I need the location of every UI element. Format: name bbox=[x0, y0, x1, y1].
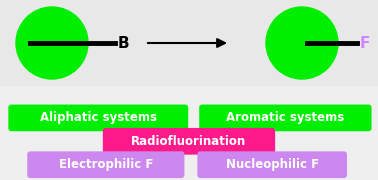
Text: Nucleophilic F: Nucleophilic F bbox=[226, 158, 319, 171]
Text: F: F bbox=[360, 35, 370, 51]
Circle shape bbox=[16, 7, 88, 79]
FancyBboxPatch shape bbox=[0, 0, 378, 86]
FancyBboxPatch shape bbox=[8, 105, 188, 131]
Text: B: B bbox=[118, 35, 130, 51]
Text: Aliphatic systems: Aliphatic systems bbox=[40, 111, 157, 124]
Text: Aromatic systems: Aromatic systems bbox=[226, 111, 344, 124]
FancyBboxPatch shape bbox=[197, 151, 347, 178]
Text: Radiofluorination: Radiofluorination bbox=[132, 135, 246, 148]
FancyBboxPatch shape bbox=[27, 151, 184, 178]
Text: Electrophilic F: Electrophilic F bbox=[59, 158, 153, 171]
FancyBboxPatch shape bbox=[103, 128, 275, 155]
FancyBboxPatch shape bbox=[199, 105, 372, 131]
Circle shape bbox=[266, 7, 338, 79]
